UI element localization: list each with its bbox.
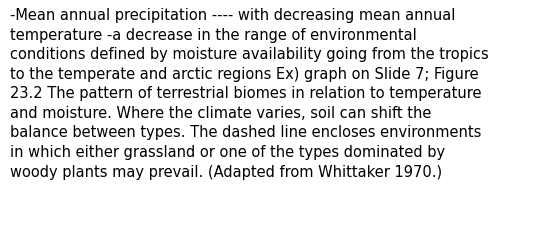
Text: -Mean annual precipitation ---- with decreasing mean annual
temperature -a decre: -Mean annual precipitation ---- with dec…	[10, 8, 489, 179]
